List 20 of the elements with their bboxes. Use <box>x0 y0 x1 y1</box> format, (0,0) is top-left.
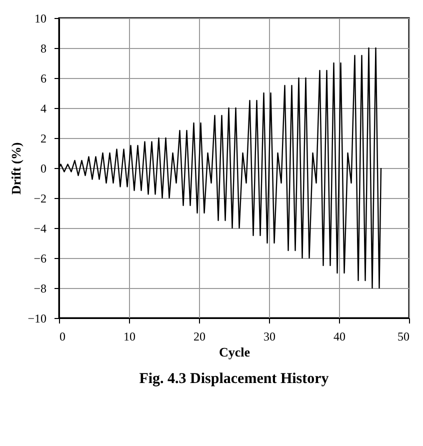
y-tick-label: −6 <box>34 252 46 266</box>
y-axis-title: Drift (%) <box>8 142 24 195</box>
y-tick-label: 6 <box>40 72 46 86</box>
y-tick-label: 8 <box>40 42 46 56</box>
x-axis-title: Cycle <box>218 344 250 360</box>
y-tick-label: −4 <box>34 222 46 236</box>
x-tick-label: 30 <box>264 330 276 344</box>
y-tick-label: 2 <box>40 132 46 146</box>
y-tick-label: −2 <box>34 192 46 206</box>
y-tick-label: −8 <box>34 282 46 296</box>
x-tick-label: 10 <box>124 330 136 344</box>
text: Fig. 4.3 Displacement History <box>139 371 330 387</box>
x-tick-label: 20 <box>194 330 206 344</box>
x-tick-label: 0 <box>60 330 66 344</box>
x-tick-label: 50 <box>398 330 410 344</box>
y-tick-label: 4 <box>40 102 46 116</box>
x-tick-label: 40 <box>334 330 346 344</box>
y-tick-label: −10 <box>28 312 46 326</box>
y-tick-label: 10 <box>34 12 46 26</box>
y-tick-label: 0 <box>40 162 46 176</box>
